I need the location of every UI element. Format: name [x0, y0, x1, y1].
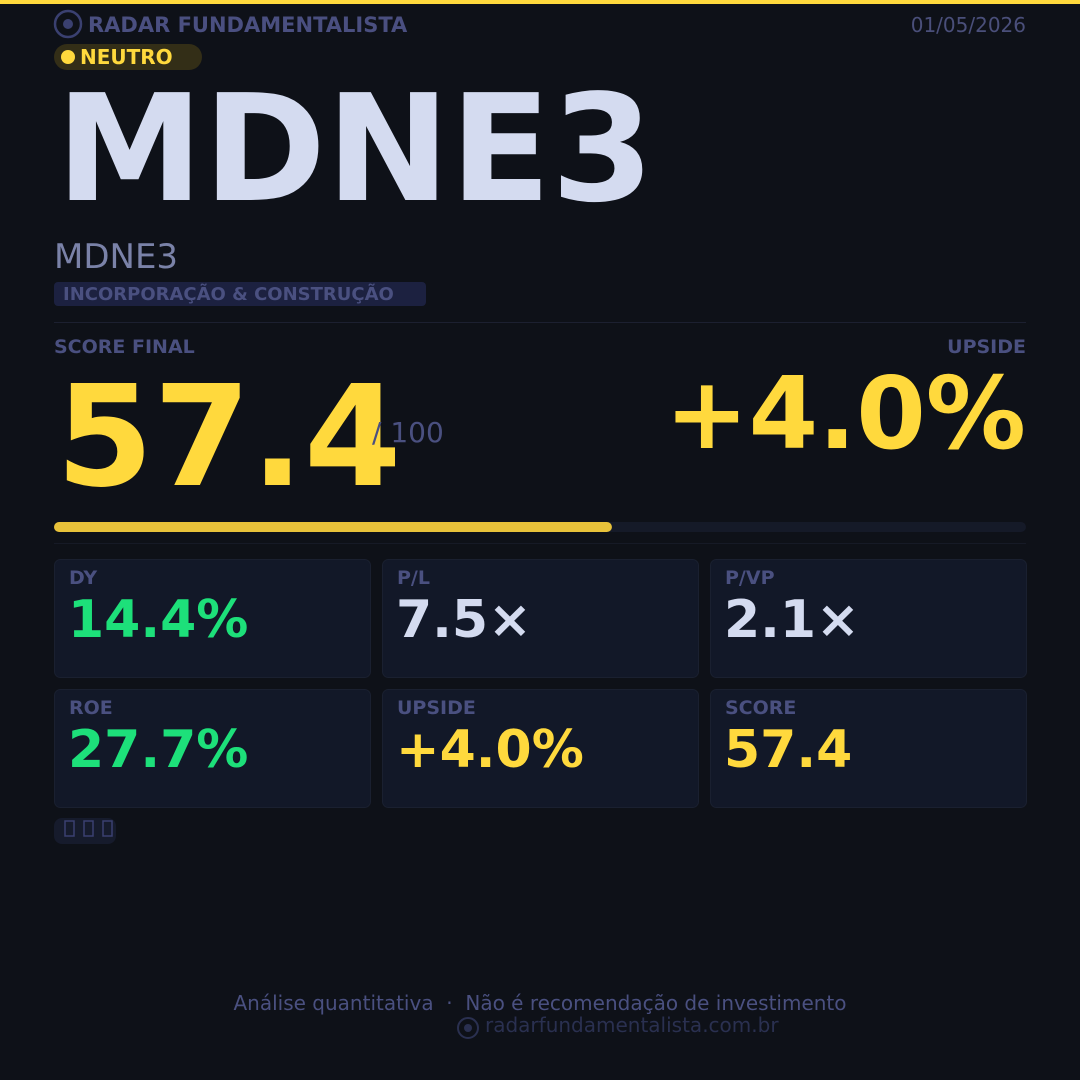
ticker: MDNE3	[56, 63, 654, 235]
badge	[54, 44, 202, 70]
logo	[53, 9, 83, 39]
metric-value: 7.5×	[396, 590, 532, 650]
brand: RADAR FUNDAMENTALISTA	[88, 13, 408, 37]
icons-badge	[54, 818, 116, 844]
metric-card	[382, 689, 699, 808]
disclaimer: Análise quantitativa · Não é recomendaçã…	[233, 991, 846, 1015]
score: 57.4	[56, 356, 401, 519]
metric-value: 2.1×	[724, 590, 860, 650]
upside-label: UPSIDE	[947, 336, 1026, 358]
metric-label: DY	[69, 567, 97, 589]
icons	[64, 820, 113, 837]
metric-value: 27.7%	[68, 720, 248, 780]
date: 01/05/2026	[911, 13, 1026, 37]
company: MDNE3	[54, 237, 178, 277]
metric-label: SCORE	[725, 697, 796, 719]
metric-card	[54, 559, 371, 678]
sector-badge	[54, 282, 426, 306]
metric-label: ROE	[69, 697, 113, 719]
metric-card	[710, 559, 1027, 678]
metric-card	[710, 689, 1027, 808]
metric-value: 57.4	[724, 720, 852, 780]
score-bar	[54, 522, 612, 532]
metric-label: UPSIDE	[397, 697, 476, 719]
score-label: SCORE FINAL	[54, 336, 195, 358]
metric-label: P/VP	[725, 567, 775, 589]
metric-card	[54, 689, 371, 808]
footer-logo	[457, 1017, 479, 1039]
sector: INCORPORAÇÃO & CONSTRUÇÃO	[63, 282, 394, 305]
url: radarfundamentalista.com.br	[485, 1013, 779, 1037]
score-max: / 100	[372, 416, 444, 449]
upside: +4.0%	[665, 355, 1026, 472]
metric-card	[382, 559, 699, 678]
metric-label: P/L	[397, 567, 430, 589]
metric-value: +4.0%	[396, 720, 584, 780]
metric-value: 14.4%	[68, 590, 248, 650]
badge-dot	[61, 50, 75, 64]
badge-text: NEUTRO	[80, 45, 173, 69]
top-stripe	[0, 0, 1080, 4]
